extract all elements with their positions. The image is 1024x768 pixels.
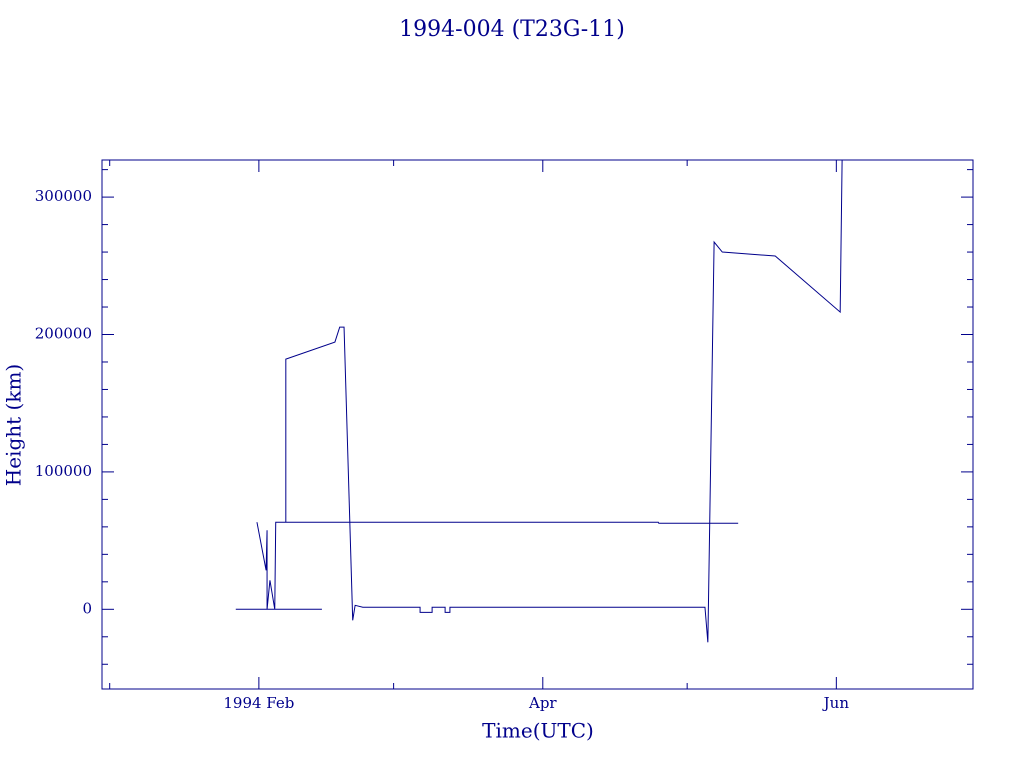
x-tick-label: Jun: [822, 694, 850, 712]
y-tick-label: 300000: [35, 187, 92, 205]
y-tick-label: 200000: [35, 325, 92, 343]
x-tick-label: Apr: [528, 694, 557, 712]
x-axis-label: Time(UTC): [482, 719, 594, 743]
chart-title: 1994-004 (T23G-11): [399, 17, 625, 42]
y-tick-label: 0: [82, 599, 92, 617]
plot-frame: [101, 159, 974, 690]
plot-area: [235, 160, 843, 643]
y-axis-label: Height (km): [2, 364, 26, 486]
x-tick-label: 1994 Feb: [223, 694, 294, 712]
y-tick-label: 100000: [35, 462, 92, 480]
data-line: [235, 160, 843, 643]
